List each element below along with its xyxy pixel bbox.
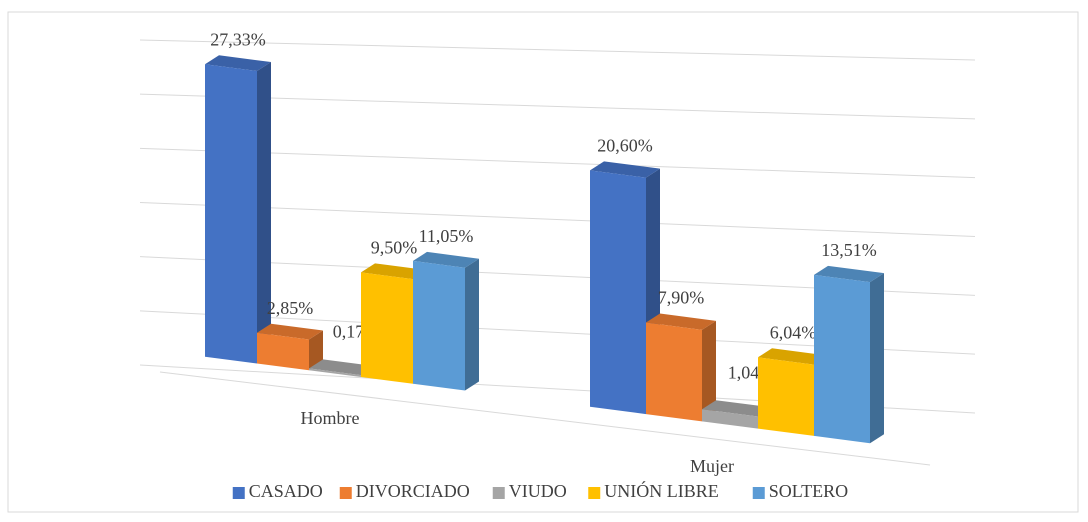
x-tick-label: Mujer bbox=[690, 456, 734, 476]
bar-top bbox=[814, 265, 884, 283]
data-label: 7,90% bbox=[658, 288, 705, 308]
bar-top bbox=[205, 55, 271, 72]
bar-top bbox=[702, 400, 772, 417]
legend-label: DIVORCIADO bbox=[356, 481, 470, 501]
data-label: 27,33% bbox=[210, 29, 266, 49]
legend-swatch bbox=[339, 487, 352, 499]
legend-swatch bbox=[752, 487, 765, 499]
legend-label: VIUDO bbox=[509, 481, 567, 501]
bar bbox=[257, 332, 309, 371]
data-label: 13,51% bbox=[821, 240, 877, 260]
bar bbox=[646, 322, 702, 422]
legend-swatch bbox=[492, 487, 505, 499]
bar-top bbox=[257, 323, 323, 340]
grid-line bbox=[139, 147, 976, 179]
bar-top bbox=[646, 313, 716, 330]
bar-side bbox=[870, 273, 884, 444]
legend-swatch bbox=[232, 487, 245, 499]
bar-side bbox=[257, 62, 271, 364]
bar bbox=[702, 409, 758, 429]
bar-side bbox=[309, 330, 323, 371]
grid-line bbox=[139, 39, 976, 61]
bar-side bbox=[702, 320, 716, 422]
bar bbox=[309, 368, 361, 378]
bar bbox=[590, 170, 646, 415]
bar bbox=[205, 64, 257, 364]
data-label: 6,04% bbox=[770, 322, 817, 342]
bar bbox=[814, 274, 870, 444]
bar bbox=[413, 260, 465, 391]
floor-edge bbox=[159, 371, 931, 466]
legend-label: SOLTERO bbox=[769, 481, 848, 501]
bar-side bbox=[465, 258, 479, 391]
bar-top bbox=[413, 251, 479, 268]
legend-swatch bbox=[588, 487, 601, 499]
legend-label: CASADO bbox=[249, 481, 323, 501]
bar-top bbox=[361, 263, 427, 280]
x-tick-label: Hombre bbox=[301, 408, 360, 428]
grid-line bbox=[139, 202, 976, 237]
data-label: 20,60% bbox=[597, 136, 653, 156]
data-label: 9,50% bbox=[371, 238, 418, 258]
data-label: 11,05% bbox=[419, 226, 474, 246]
bar-top bbox=[309, 359, 375, 376]
legend-label: UNIÓN LIBRE bbox=[604, 480, 719, 501]
data-label: 2,85% bbox=[267, 298, 314, 318]
bar-top bbox=[758, 348, 828, 365]
bar-top bbox=[590, 161, 660, 178]
bar bbox=[361, 272, 413, 384]
grid-line bbox=[139, 93, 976, 120]
bar bbox=[758, 357, 814, 436]
chart-frame bbox=[7, 11, 1079, 513]
